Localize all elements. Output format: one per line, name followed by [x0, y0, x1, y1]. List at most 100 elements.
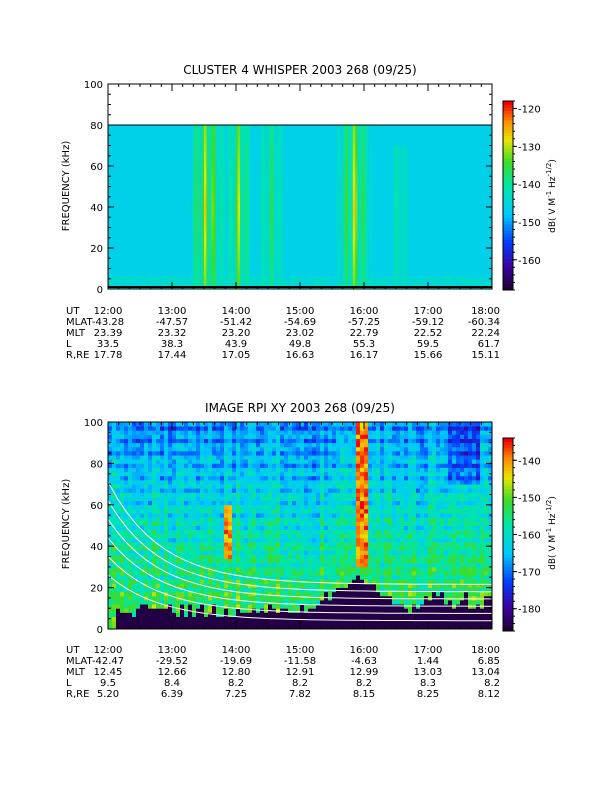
colorbar-swatch [503, 107, 513, 111]
spectrogram-cell [280, 250, 284, 254]
spectrogram-cell [400, 263, 404, 267]
spectrogram-cell [120, 620, 125, 626]
spectrogram-cell [108, 281, 111, 285]
spectrogram-cell [223, 224, 226, 228]
spectrogram-cell [144, 496, 149, 502]
spectrogram-cell [211, 235, 214, 239]
spectrogram-cell [357, 237, 361, 241]
spectrogram-cell [280, 212, 284, 216]
spectrogram-cell [403, 281, 406, 285]
spectrogram-cell [242, 204, 246, 208]
spectrogram-cell [140, 492, 145, 497]
spectrogram-cell [128, 434, 133, 439]
spectrogram-cell [364, 248, 368, 251]
spectrogram-cell [352, 155, 356, 159]
spectrogram-cell [187, 278, 190, 282]
spectrogram-cell [343, 148, 346, 152]
spectrogram-cell [352, 194, 356, 198]
spectrogram-cell [259, 263, 262, 267]
spectrogram-cell [405, 166, 409, 169]
ephemeris-value: -54.69 [284, 317, 316, 328]
spectrogram-cell [216, 199, 219, 203]
spectrogram-cell [240, 271, 243, 275]
spectrogram-cell [268, 153, 272, 157]
spectrogram-cell [220, 137, 224, 141]
spectrogram-cell [403, 183, 406, 187]
spectrogram-cell [292, 278, 296, 282]
spectrogram-cell [403, 181, 406, 185]
spectrogram-cell [112, 492, 117, 497]
spectrogram-cell [208, 276, 212, 280]
spectrogram-cell [405, 237, 409, 241]
spectrogram-cell [379, 281, 382, 285]
spectrogram-cell [403, 155, 406, 159]
spectrogram-cell [237, 171, 241, 175]
spectrogram-cell [271, 176, 274, 180]
spectrogram-cell [216, 212, 219, 216]
spectrogram-cell [220, 271, 224, 275]
spectrogram-cell [223, 258, 226, 262]
spectrogram-cell [228, 217, 231, 221]
spectrogram-cell [247, 219, 250, 223]
spectrogram-cell [237, 253, 241, 257]
spectrogram-cell [268, 201, 272, 205]
spectrogram-cell [400, 255, 404, 259]
spectrogram-cell [259, 171, 262, 175]
colorbar-swatch [503, 195, 513, 200]
spectrogram-cell [264, 135, 267, 139]
spectrogram-cell [362, 196, 366, 200]
spectrogram-cell [199, 135, 202, 139]
spectrogram-cell [396, 194, 399, 198]
spectrogram-cell [172, 600, 177, 605]
spectrogram-cell [240, 237, 243, 241]
spectrogram-cell [261, 130, 265, 134]
spectrogram-cell [196, 207, 200, 210]
spectrogram-cell [211, 125, 214, 128]
spectrogram-cell [168, 600, 173, 605]
spectrogram-cell [230, 140, 234, 144]
spectrogram-cell [218, 194, 222, 198]
spectrogram-cell [237, 135, 241, 139]
spectrogram-cell [232, 204, 236, 208]
spectrogram-cell [223, 222, 226, 226]
spectrogram-cell [204, 235, 207, 239]
spectrogram-cell [220, 173, 224, 177]
spectrogram-cell [144, 471, 149, 477]
spectrogram-cell [132, 430, 137, 435]
spectrogram-cell [259, 142, 262, 146]
spectrogram-cell [400, 242, 404, 246]
spectrogram-cell [276, 181, 279, 185]
spectrogram-cell [448, 281, 452, 285]
spectrogram-cell [172, 471, 177, 477]
spectrogram-cell [276, 209, 279, 213]
spectrogram-cell [240, 260, 243, 264]
spectrogram-cell [184, 422, 189, 427]
spectrogram-cell [144, 525, 149, 531]
spectrogram-cell [213, 155, 217, 159]
spectrogram-cell [184, 475, 189, 481]
spectrogram-cell [360, 273, 363, 277]
spectrogram-cell [273, 278, 277, 282]
spectrogram-cell [230, 219, 234, 223]
spectrogram-cell [235, 153, 238, 157]
spectrogram-cell [204, 155, 207, 159]
spectrogram-cell [201, 191, 205, 195]
spectrogram-cell [232, 166, 236, 169]
spectrogram-cell [184, 426, 189, 431]
spectrogram-cell [352, 255, 356, 259]
spectrogram-cell [220, 176, 224, 180]
spectrogram-cell [247, 214, 250, 218]
spectrogram-cell [216, 137, 219, 141]
spectrogram-cell [164, 542, 169, 547]
spectrogram-cell [403, 158, 406, 162]
spectrogram-cell [132, 554, 137, 560]
spectrogram-cell [348, 178, 351, 182]
spectrogram-cell [148, 583, 153, 588]
spectrogram-cell [201, 189, 205, 193]
spectrogram-cell [144, 620, 149, 626]
spectrogram-cell [176, 566, 181, 572]
spectrogram-cell [182, 276, 186, 280]
spectrogram-cell [244, 240, 248, 244]
spectrogram-cell [400, 199, 404, 203]
spectrogram-cell [343, 194, 346, 198]
